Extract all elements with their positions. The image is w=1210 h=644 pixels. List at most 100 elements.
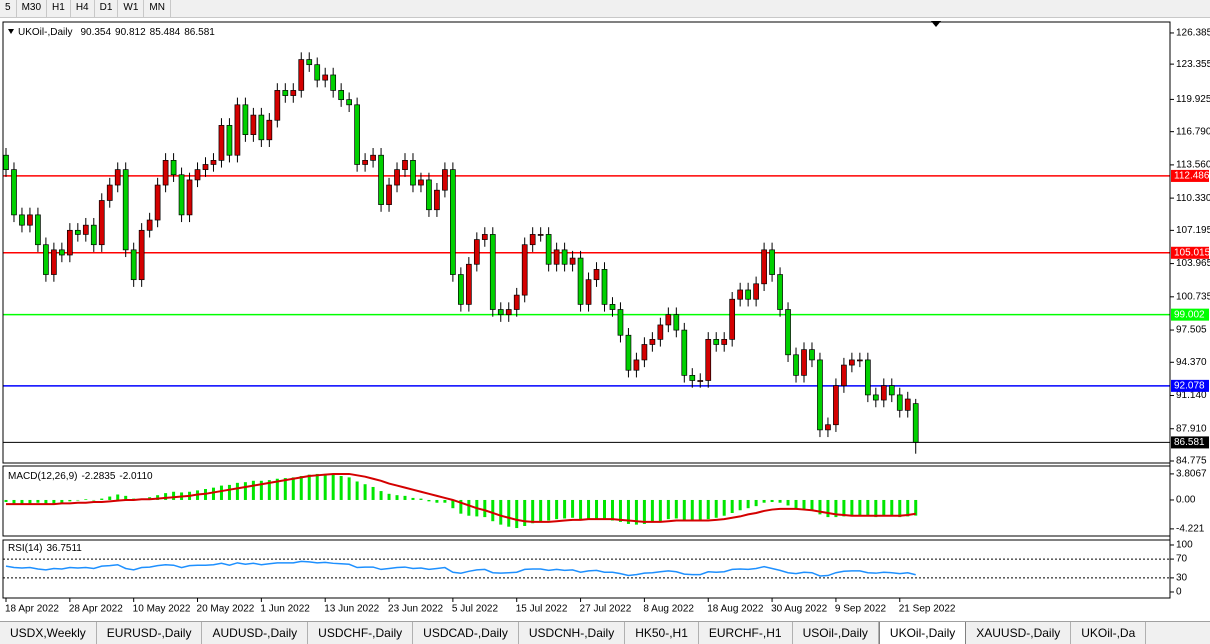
candle-body: [43, 244, 49, 275]
x-tick-label: 28 Apr 2022: [69, 604, 123, 615]
y-tick-label: 119.925: [1176, 94, 1210, 105]
price-tag-label: 105.015: [1174, 247, 1210, 258]
macd-bar: [539, 499, 543, 522]
chart-tab[interactable]: USDCHF-,Daily: [308, 622, 414, 644]
macd-bar: [834, 499, 838, 518]
candle-body: [66, 229, 73, 256]
macd-bar: [658, 499, 662, 522]
macd-bar: [770, 499, 774, 503]
candle-body: [577, 257, 584, 305]
chart-tab[interactable]: UKOil-,Da: [1071, 622, 1147, 644]
candle-body: [202, 164, 209, 170]
candle-body: [218, 125, 225, 161]
chart-tabs: USDX,Weekly EURUSD-,Daily AUDUSD-,Daily USD…: [0, 621, 1210, 644]
y-tick-label: 123.355: [1176, 59, 1210, 70]
candle-body: [689, 375, 696, 381]
timeframe-button[interactable]: H4: [71, 0, 95, 17]
macd-bar: [108, 496, 112, 500]
macd-bar: [347, 477, 351, 500]
x-tick-label: 5 Jul 2022: [452, 604, 499, 615]
macd-header: MACD(12,26,9) -2.2835 -2.0110: [8, 471, 153, 482]
macd-bar: [491, 499, 495, 522]
candle-body: [378, 154, 384, 205]
chart-tab[interactable]: EURUSD-,Daily: [97, 622, 203, 644]
candle-body: [609, 304, 616, 310]
macd-bar: [251, 480, 255, 500]
macd-bar: [890, 499, 894, 517]
timeframe-button[interactable]: M30: [17, 0, 48, 17]
candle-body: [481, 234, 488, 240]
timeframe-button[interactable]: H1: [47, 0, 71, 17]
macd-bar: [579, 499, 583, 520]
macd-bar: [547, 499, 551, 521]
candle-body: [801, 349, 807, 376]
x-tick-label: 30 Aug 2022: [771, 604, 828, 615]
candle-body: [234, 104, 241, 156]
candle-body: [394, 169, 400, 186]
chart-tab[interactable]: EURCHF-,H1: [699, 622, 793, 644]
macd-bar: [722, 499, 726, 516]
chart-tab[interactable]: HK50-,H1: [625, 622, 699, 644]
candle-body: [545, 234, 552, 265]
macd-bar: [515, 499, 519, 529]
timeframe-button[interactable]: 5: [0, 0, 17, 17]
candle-body: [553, 249, 560, 265]
macd-bar: [411, 497, 415, 500]
macd-bar: [746, 499, 750, 509]
chart-tab[interactable]: XAUUSD-,Daily: [966, 622, 1072, 644]
chart-tab[interactable]: USOil-,Daily: [793, 622, 879, 644]
candle-body: [841, 364, 847, 386]
candle-body: [649, 339, 656, 345]
macd-bar: [459, 499, 463, 514]
chart-tab[interactable]: USDCNH-,Daily: [519, 622, 626, 644]
macd-bar: [531, 499, 535, 524]
chart-tab[interactable]: AUDUSD-,Daily: [202, 622, 309, 644]
macd-bar: [882, 499, 886, 517]
macd-bar: [762, 499, 766, 503]
chart-tab[interactable]: USDCAD-,Daily: [413, 622, 519, 644]
macd-bar: [618, 499, 622, 522]
macd-bar: [483, 499, 487, 518]
macd-bar: [28, 499, 32, 504]
candle-body: [442, 169, 448, 191]
x-tick-label: 9 Sep 2022: [835, 604, 887, 615]
candle-body: [130, 249, 137, 281]
candle-body: [777, 274, 783, 310]
candle-body: [872, 394, 879, 401]
y-tick-label: -4.221: [1176, 524, 1205, 535]
macd-bar: [571, 499, 575, 518]
macd-bar: [299, 476, 303, 500]
timeframe-button[interactable]: MN: [144, 0, 171, 17]
candle-body: [753, 283, 759, 300]
rsi-line: [5, 560, 916, 577]
candle-body: [146, 219, 153, 231]
macd-bar: [467, 499, 471, 516]
macd-bar: [499, 499, 503, 525]
macd-bar: [243, 482, 247, 500]
candle-body: [362, 160, 368, 165]
price-tag: [1171, 436, 1209, 449]
x-tick-label: 8 Aug 2022: [643, 604, 694, 615]
signal-line: [6, 472, 916, 523]
candle-body: [322, 74, 329, 81]
candle-body: [418, 179, 424, 186]
candle-body: [896, 394, 903, 411]
candle-body: [601, 269, 608, 305]
candle-body: [473, 239, 480, 265]
macd-bar: [906, 499, 910, 517]
candle-body: [657, 324, 664, 340]
y-tick-label: 113.560: [1176, 160, 1210, 171]
macd-bar: [914, 499, 918, 516]
candle-body: [170, 160, 177, 176]
candle-body: [673, 314, 680, 331]
y-tick-label: 126.385: [1176, 28, 1210, 39]
chart-tab[interactable]: USDX,Weekly: [0, 622, 97, 644]
chart-tab[interactable]: UKOil-,Daily: [878, 622, 967, 644]
timeframe-button[interactable]: D1: [95, 0, 119, 17]
macd-bar: [267, 480, 271, 500]
macd-bar: [371, 486, 375, 500]
y-tick-label: 84.775: [1176, 456, 1207, 467]
timeframe-button[interactable]: W1: [118, 0, 145, 17]
candle-body: [625, 334, 632, 371]
